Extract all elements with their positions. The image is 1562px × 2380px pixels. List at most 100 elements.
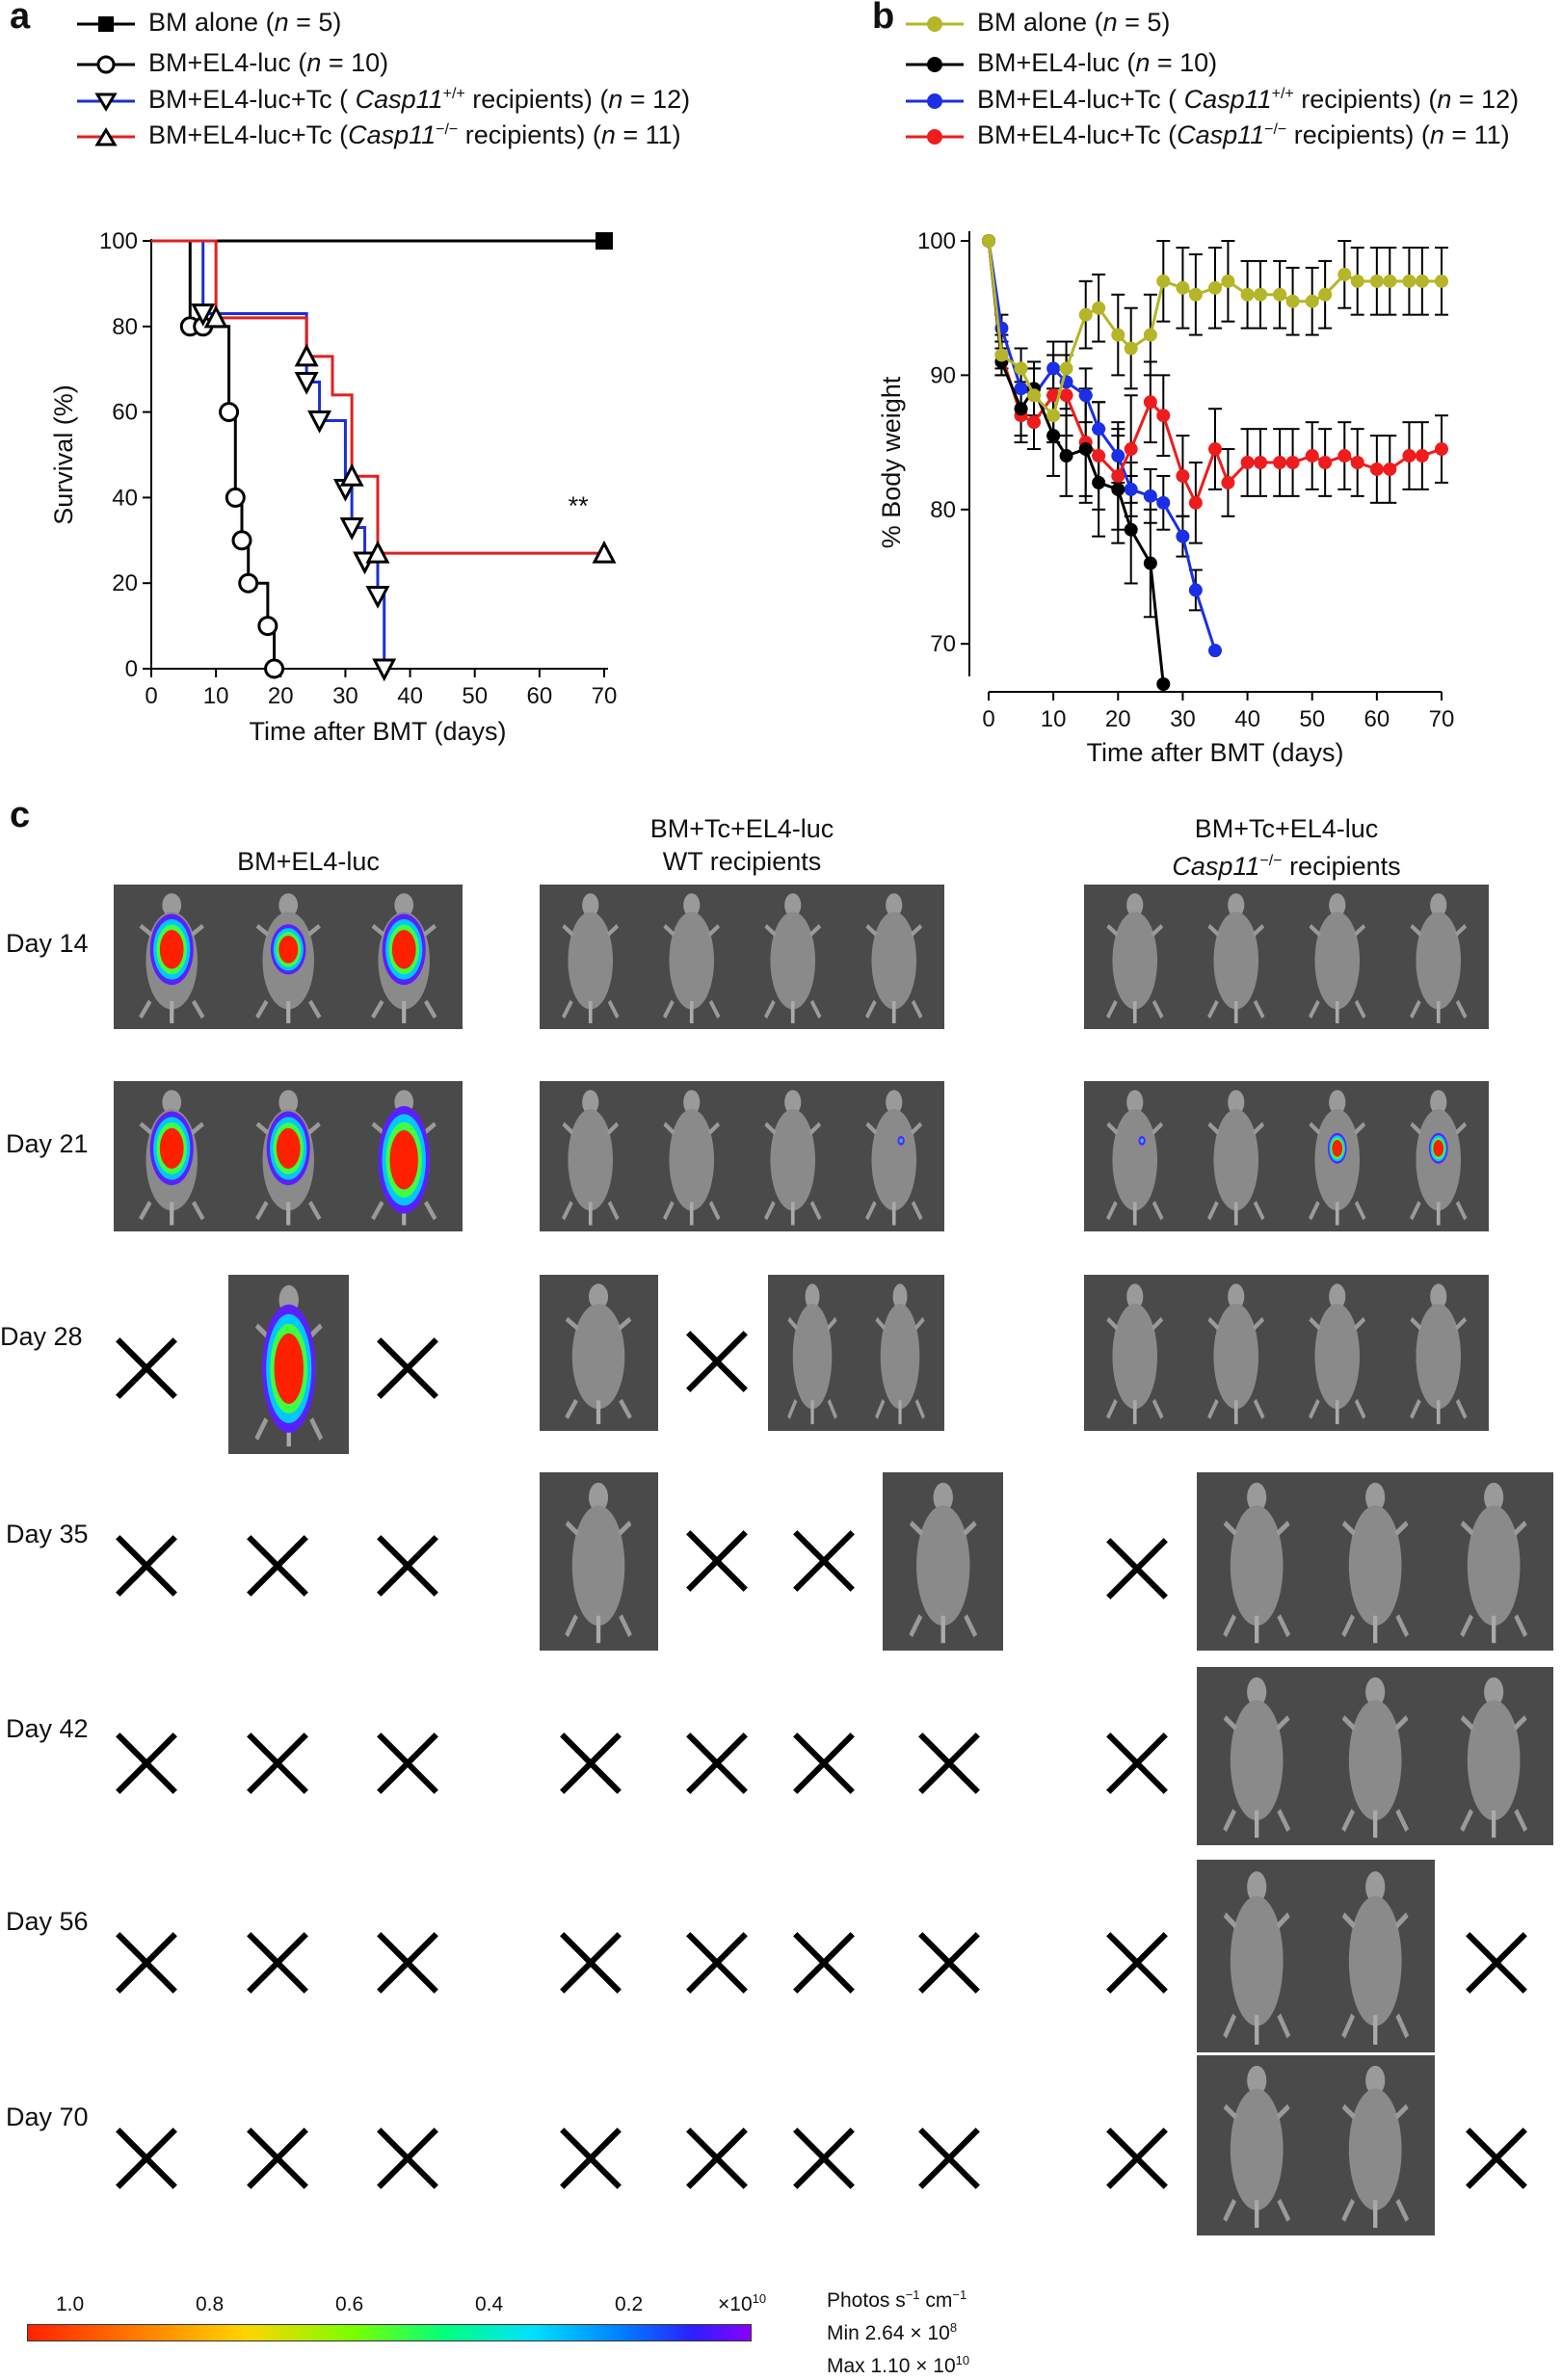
x-tick-label: 40 bbox=[397, 683, 423, 709]
data-point bbox=[1124, 522, 1138, 537]
bioluminescence-image bbox=[1197, 1472, 1553, 1651]
data-point bbox=[1078, 442, 1093, 457]
deceased-x-icon bbox=[560, 1932, 622, 1994]
bioluminescence-image bbox=[540, 885, 944, 1029]
day-label: Day 14 bbox=[6, 929, 89, 958]
deceased-x-icon bbox=[247, 1535, 308, 1597]
legend-item: BM+EL4-luc+Tc ( Casp11+/+ recipients) (n… bbox=[906, 85, 1519, 115]
data-point bbox=[1318, 287, 1333, 302]
x-tick-label: 70 bbox=[1429, 706, 1455, 732]
data-point bbox=[264, 658, 285, 679]
deceased-x-icon bbox=[116, 1732, 177, 1794]
deceased-x-icon bbox=[918, 1732, 980, 1794]
data-point bbox=[1014, 361, 1028, 376]
data-point bbox=[1402, 274, 1416, 288]
mouse-image bbox=[1201, 1087, 1272, 1226]
bioluminescence-image bbox=[1084, 1081, 1489, 1231]
mouse-image bbox=[1215, 2062, 1298, 2229]
bioluminescence-image bbox=[114, 885, 463, 1029]
deceased-x-icon bbox=[377, 1932, 438, 1994]
panel-c-letter: c bbox=[10, 795, 31, 835]
mouse-image bbox=[1302, 890, 1373, 1023]
data-point bbox=[1369, 462, 1384, 476]
data-point bbox=[1092, 301, 1106, 315]
day-label: Day 56 bbox=[6, 1907, 89, 1936]
data-point bbox=[1254, 287, 1267, 302]
x-tick-label: 30 bbox=[1170, 706, 1196, 732]
legend-marker-icon bbox=[77, 93, 135, 112]
deceased-x-icon bbox=[686, 1732, 748, 1794]
deceased-x-icon bbox=[377, 1535, 438, 1597]
deceased-x-icon bbox=[116, 2128, 177, 2189]
data-point bbox=[1285, 294, 1300, 308]
data-point bbox=[1059, 361, 1073, 376]
bioluminescence-image bbox=[540, 1275, 658, 1431]
deceased-x-icon bbox=[1466, 2128, 1527, 2189]
data-point bbox=[1415, 274, 1429, 288]
deceased-x-icon bbox=[377, 1732, 438, 1794]
mouse-image bbox=[248, 890, 329, 1023]
data-point bbox=[294, 372, 319, 395]
bioluminescence-image bbox=[114, 1081, 463, 1231]
mouse-image bbox=[656, 1087, 728, 1226]
y-tick-label: 60 bbox=[112, 400, 138, 426]
deceased-x-icon bbox=[560, 1732, 622, 1794]
deceased-x-icon bbox=[1106, 1732, 1168, 1794]
mouse-image bbox=[555, 1087, 626, 1226]
mouse-image bbox=[1403, 1087, 1474, 1226]
day-label: Day 35 bbox=[6, 1520, 89, 1548]
mouse-image bbox=[859, 1087, 930, 1226]
data-point bbox=[1156, 274, 1171, 288]
data-point bbox=[1046, 409, 1061, 423]
data-point bbox=[294, 343, 319, 367]
x-tick-label: 30 bbox=[332, 683, 358, 709]
mouse-image bbox=[1334, 1479, 1416, 1644]
mouse-image bbox=[1403, 1281, 1474, 1425]
x-tick-label: 70 bbox=[592, 683, 618, 709]
data-point bbox=[219, 402, 240, 423]
data-point bbox=[1221, 475, 1235, 489]
data-point bbox=[1046, 361, 1061, 376]
data-point bbox=[982, 234, 995, 248]
mouse-image bbox=[248, 1087, 329, 1226]
x-tick-label: 50 bbox=[1299, 706, 1325, 732]
y-axis-label: Survival (%) bbox=[49, 384, 78, 525]
data-point bbox=[203, 304, 228, 329]
survival-line bbox=[151, 239, 604, 555]
mouse-image bbox=[555, 890, 626, 1023]
mouse-image bbox=[1099, 1281, 1171, 1425]
data-point bbox=[1221, 274, 1235, 288]
mouse-image bbox=[1302, 1281, 1373, 1425]
bioluminescence-image bbox=[1084, 1275, 1489, 1431]
data-point bbox=[1273, 456, 1287, 469]
data-point bbox=[1124, 482, 1138, 496]
data-point bbox=[238, 572, 259, 594]
data-point bbox=[1156, 409, 1171, 423]
x-axis-label: Time after BMT (days) bbox=[249, 717, 506, 746]
data-point bbox=[365, 540, 390, 564]
deceased-x-icon bbox=[918, 2128, 980, 2189]
legend-marker-icon bbox=[906, 15, 964, 32]
data-point bbox=[1318, 456, 1333, 469]
mouse-image bbox=[1302, 1087, 1373, 1226]
bioluminescence-image bbox=[1084, 885, 1489, 1029]
mouse-image bbox=[656, 890, 728, 1023]
y-tick-label: 100 bbox=[99, 228, 138, 254]
data-point bbox=[1383, 462, 1397, 476]
data-point bbox=[1059, 388, 1073, 403]
deceased-x-icon bbox=[247, 1932, 308, 1994]
data-point bbox=[365, 586, 390, 609]
data-point bbox=[1111, 328, 1125, 342]
y-axis-label: % Body weight bbox=[877, 376, 906, 548]
y-tick-label: 40 bbox=[112, 485, 138, 511]
data-point bbox=[1027, 415, 1041, 430]
data-point bbox=[225, 487, 246, 508]
mouse-image bbox=[363, 890, 444, 1023]
data-point bbox=[1350, 456, 1364, 469]
data-point bbox=[596, 232, 613, 250]
data-point bbox=[1092, 422, 1106, 436]
mouse-image bbox=[1099, 890, 1171, 1023]
data-point bbox=[1208, 442, 1222, 457]
data-point bbox=[1285, 456, 1300, 469]
data-point bbox=[1435, 274, 1448, 288]
